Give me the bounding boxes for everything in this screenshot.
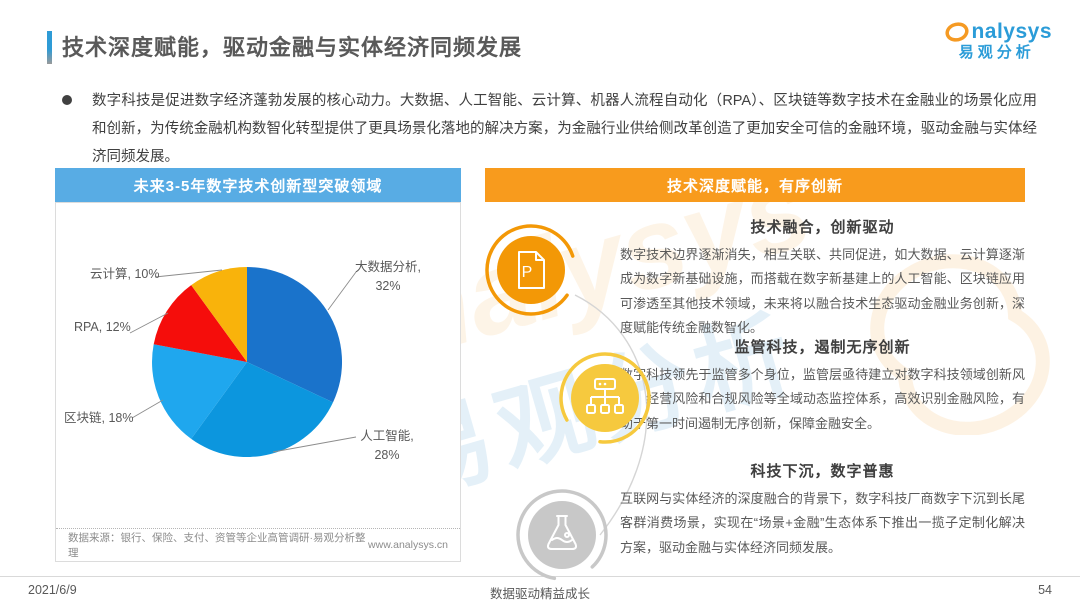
logo-chinese-name: 易观分析 bbox=[958, 44, 1035, 61]
pie-label-ai: 人工智能, 28% bbox=[360, 429, 414, 462]
left-panel-header: 未来3-5年数字技术创新型突破领域 bbox=[55, 168, 461, 202]
insight-title: 监管科技，遏制无序创新 bbox=[734, 339, 911, 356]
pie-label-blockchain: 区块链, 18% bbox=[64, 411, 134, 425]
flask-icon bbox=[516, 489, 608, 581]
website-url: www.analysys.cn bbox=[368, 539, 448, 551]
insight-body: 数字技术边界逐渐消失，相互关联、共同促进，如大数据、云计算逐渐成为数字新基础设施… bbox=[620, 247, 1025, 336]
insight-title: 技术融合，创新驱动 bbox=[750, 219, 895, 236]
summary-text: 数字科技是促进数字经济蓬勃发展的核心动力。大数据、人工智能、云计算、机器人流程自… bbox=[92, 93, 1037, 165]
pie-chart-box: 大数据分析, 32% 人工智能, 28% 区块链, 18% RPA, 12% 云计算… bbox=[55, 202, 461, 562]
document-p-icon: P bbox=[485, 224, 577, 316]
insight-body: 数字科技领先于监管多个身位，监管层亟待建立对数字科技领域创新风险、经营风险和合规… bbox=[620, 367, 1025, 431]
pie-chart-panel: 未来3-5年数字技术创新型突破领域 大数据分析, 32% 人工智能, 28% 区块链… bbox=[55, 168, 461, 562]
insight-body: 互联网与实体经济的深度融合的背景下，数字科技厂商数字下沉到长尾客群消费场景，实现… bbox=[620, 491, 1025, 555]
pie-slice-云计算 bbox=[191, 267, 247, 362]
pie-label-rpa: RPA, 12% bbox=[74, 320, 131, 334]
pie-chart-svg bbox=[129, 267, 357, 458]
icon-connector-arc bbox=[574, 294, 648, 536]
logo-swirl-icon bbox=[945, 22, 969, 42]
footer-page-number: 54 bbox=[1038, 583, 1052, 597]
pie-slice-RPA bbox=[153, 285, 247, 362]
source-row: 数据来源：银行、保险、支付、资管等企业高管调研·易观分析整理 www.analy… bbox=[56, 528, 460, 561]
hierarchy-icon bbox=[559, 352, 651, 444]
footer-date: 2021/6/9 bbox=[28, 583, 77, 597]
pie-slice-人工智能 bbox=[191, 362, 333, 458]
pie-slices bbox=[152, 267, 343, 458]
svg-text:P: P bbox=[522, 264, 533, 281]
insight-title: 科技下沉，数字普惠 bbox=[750, 463, 895, 480]
summary-bullet: 数字科技是促进数字经济蓬勃发展的核心动力。大数据、人工智能、云计算、机器人流程自… bbox=[62, 88, 1037, 171]
pie-label-big-data: 大数据分析, 32% bbox=[355, 260, 421, 293]
pie-label-cloud: 云计算, 10% bbox=[90, 267, 160, 281]
pie-leader-lines bbox=[129, 269, 357, 453]
title-accent-bar bbox=[47, 31, 52, 64]
page-title: 技术深度赋能，驱动金融与实体经济同频发展 bbox=[62, 35, 523, 60]
footer-slogan: 数据驱动精益成长 bbox=[489, 587, 590, 601]
data-source-note: 数据来源：银行、保险、支付、资管等企业高管调研·易观分析整理 bbox=[68, 532, 366, 559]
right-panel-header: 技术深度赋能，有序创新 bbox=[485, 168, 1025, 202]
insight-block-fusion: 技术融合，创新驱动 数字技术边界逐渐消失，相互关联、共同促进，如大数据、云计算逐… bbox=[620, 216, 1025, 341]
pie-slice-大数据分析 bbox=[247, 267, 343, 403]
logo-wordmark: nalysys bbox=[971, 20, 1052, 43]
insight-block-inclusion: 科技下沉，数字普惠 互联网与实体经济的深度融合的背景下，数字科技厂商数字下沉到长… bbox=[620, 460, 1025, 560]
insights-panel: 技术深度赋能，有序创新 技术融合，创新驱动 数字技术边界逐渐消失，相互关联、共同… bbox=[485, 168, 1025, 562]
brand-logo: nalysys 易观分析 bbox=[941, 16, 1052, 60]
footer-divider bbox=[0, 576, 1080, 577]
bullet-dot-icon bbox=[62, 95, 72, 105]
insight-block-regtech: 监管科技，遏制无序创新 数字科技领先于监管多个身位，监管层亟待建立对数字科技领域… bbox=[620, 336, 1025, 436]
pie-slice-区块链 bbox=[152, 344, 247, 439]
